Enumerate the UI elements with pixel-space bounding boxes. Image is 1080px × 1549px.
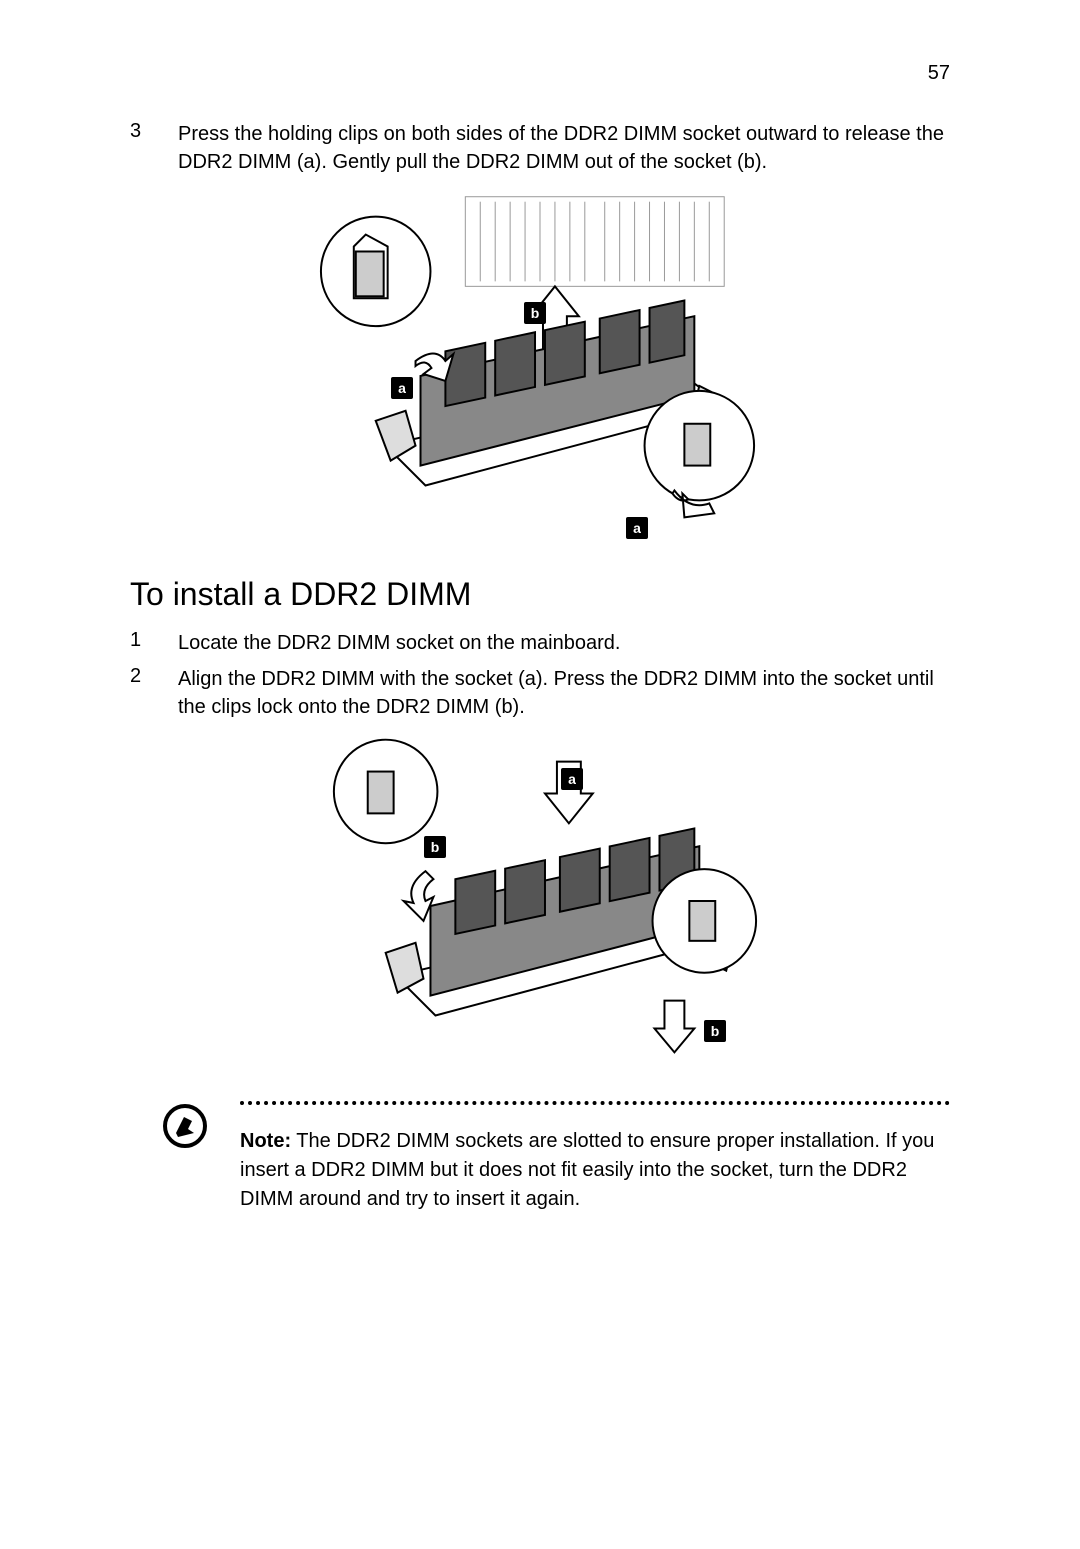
callout-a-top: a xyxy=(561,768,583,790)
callout-a-left: a xyxy=(391,377,413,399)
note-label: Note: xyxy=(240,1130,291,1152)
note-block: Note: The DDR2 DIMM sockets are slotted … xyxy=(130,1101,950,1214)
figure-install-dimm: a b b xyxy=(130,731,950,1071)
dimm-remove-illustration xyxy=(306,186,774,546)
figure-remove-dimm-image: a b a xyxy=(305,186,775,546)
step-3: 3 Press the holding clips on both sides … xyxy=(130,120,950,176)
step-2-text: Align the DDR2 DIMM with the socket (a).… xyxy=(178,665,950,721)
step-2-number: 2 xyxy=(130,665,178,688)
callout-a-bottom: a xyxy=(626,517,648,539)
note-divider xyxy=(240,1101,950,1105)
callout-b-right: b xyxy=(704,1020,726,1042)
figure-install-dimm-image: a b b xyxy=(305,731,775,1071)
document-page: 57 3 Press the holding clips on both sid… xyxy=(0,0,1080,1549)
section-heading-install: To install a DDR2 DIMM xyxy=(130,576,950,613)
figure-remove-dimm: a b a xyxy=(130,186,950,546)
step-3-number: 3 xyxy=(130,120,178,143)
page-content: 3 Press the holding clips on both sides … xyxy=(130,120,950,1214)
note-icon-wrap xyxy=(130,1101,240,1149)
note-text: Note: The DDR2 DIMM sockets are slotted … xyxy=(240,1127,950,1214)
step-1-number: 1 xyxy=(130,629,178,652)
callout-b-left: b xyxy=(424,836,446,858)
callout-b-top: b xyxy=(524,302,546,324)
step-3-text: Press the holding clips on both sides of… xyxy=(178,120,950,176)
step-2: 2 Align the DDR2 DIMM with the socket (a… xyxy=(130,665,950,721)
step-1-text: Locate the DDR2 DIMM socket on the mainb… xyxy=(178,629,950,657)
note-icon xyxy=(162,1103,208,1149)
note-content: Note: The DDR2 DIMM sockets are slotted … xyxy=(240,1101,950,1214)
step-1: 1 Locate the DDR2 DIMM socket on the mai… xyxy=(130,629,950,657)
page-number: 57 xyxy=(928,62,950,85)
note-body: The DDR2 DIMM sockets are slotted to ens… xyxy=(240,1130,934,1210)
